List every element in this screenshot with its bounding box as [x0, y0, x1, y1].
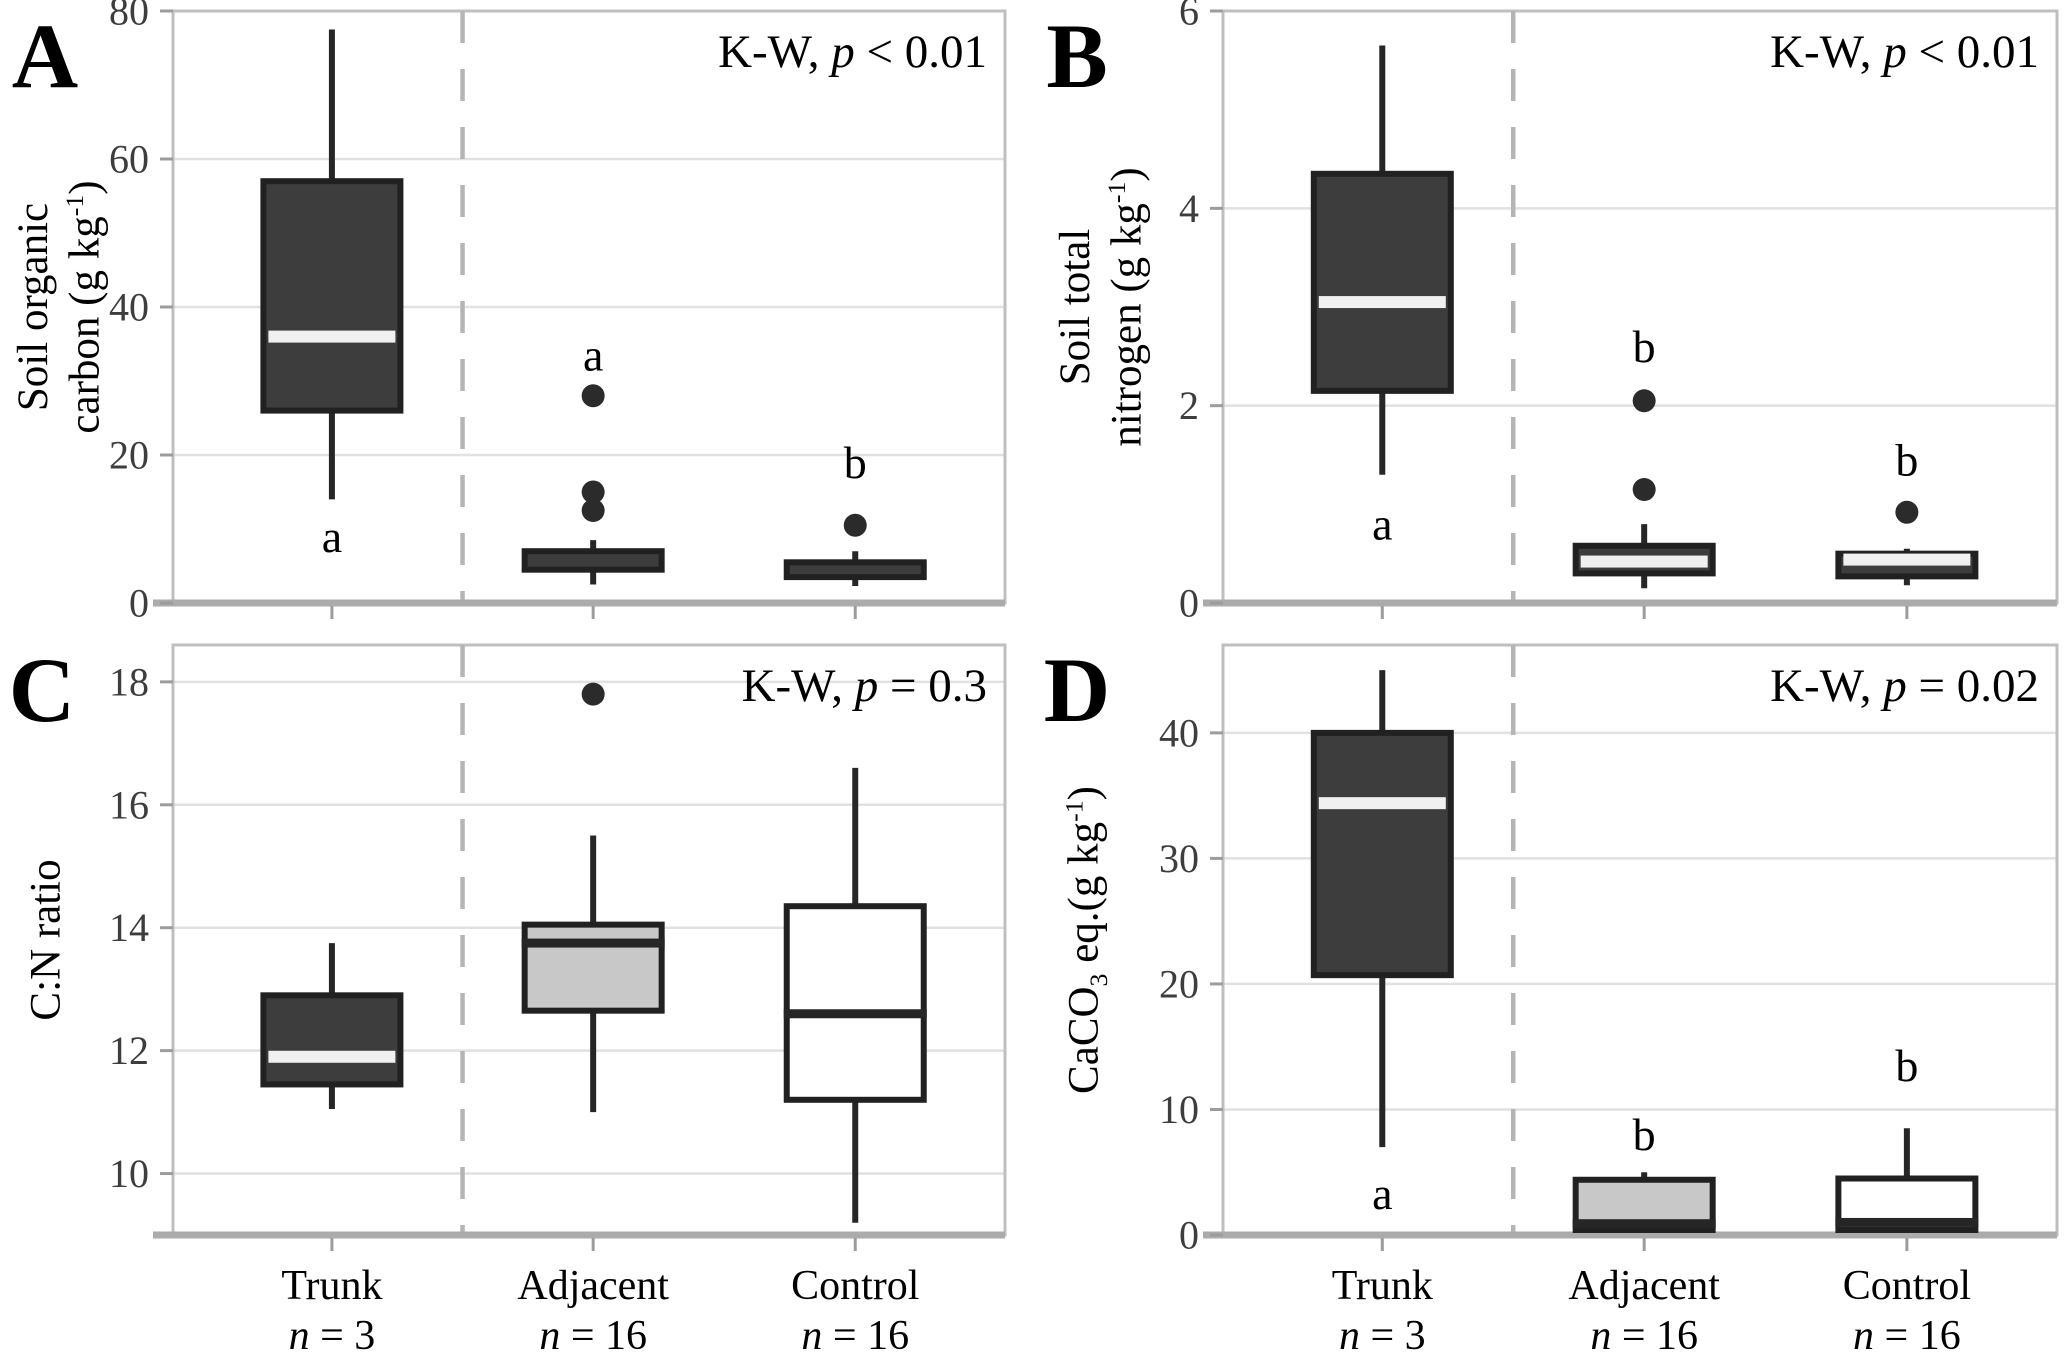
median-line: [1572, 1219, 1716, 1229]
sample-size-label: n = 16: [539, 1313, 647, 1353]
y-tick-label: 40: [1159, 710, 1199, 755]
significance-letter: b: [1895, 434, 1918, 485]
y-tick-label: 12: [109, 1028, 149, 1073]
y-tick-label: 6: [1179, 0, 1199, 34]
median-line: [1580, 555, 1708, 568]
y-tick-label: 20: [1159, 961, 1199, 1006]
sample-size-label: n = 16: [1590, 1313, 1698, 1353]
y-tick-label: 18: [109, 659, 149, 704]
box-control: [783, 903, 927, 1103]
y-axis-title: Soil total nitrogen (g kg-1): [1052, 167, 1151, 447]
significance-letter: b: [1633, 321, 1656, 372]
box-trunk: [260, 992, 404, 1088]
y-tick-label: 0: [1179, 1213, 1199, 1258]
panel-letter-c: C: [8, 639, 76, 741]
y-tick-label: 14: [109, 905, 149, 950]
box-adjacent: [521, 921, 665, 1014]
y-tick-label: 16: [109, 782, 149, 827]
y-tick-label: 40: [109, 285, 149, 330]
y-axis-title: CaCO3 eq.(g kg-1): [1059, 786, 1114, 1094]
y-tick-label: 30: [1159, 836, 1199, 881]
median-line: [1318, 296, 1446, 309]
box-control: [783, 559, 927, 581]
sample-size-label: n = 3: [1338, 1313, 1426, 1353]
y-axis-title: Soil organic carbon (g kg-1): [10, 180, 109, 434]
kw-annotation: K-W, p = 0.02: [1770, 660, 2039, 712]
median-line: [783, 1009, 927, 1019]
y-axis-title: C:N ratio: [22, 859, 70, 1021]
y-tick-label: 10: [109, 1151, 149, 1196]
box-trunk: [1310, 170, 1454, 394]
sample-size-label: n = 16: [1853, 1313, 1961, 1353]
box-adjacent: [521, 548, 665, 573]
significance-letter: a: [1372, 1168, 1392, 1219]
panel-letter-d: D: [1043, 639, 1111, 741]
y-tick-label: 60: [109, 137, 149, 182]
significance-letter: b: [1895, 1040, 1918, 1091]
y-tick-label: 0: [129, 581, 149, 626]
category-label-control: Control: [791, 1263, 920, 1309]
outlier-dot: [581, 499, 605, 522]
kw-annotation: K-W, p = 0.3: [741, 660, 987, 712]
box-trunk: [260, 178, 404, 414]
median-line: [1843, 553, 1971, 566]
median-line: [268, 330, 396, 343]
outlier-dot: [581, 384, 605, 408]
kw-annotation: K-W, p < 0.01: [1770, 26, 2039, 78]
panel-letter-b: B: [1046, 5, 1108, 107]
outlier-dot: [1895, 500, 1919, 524]
y-tick-label: 4: [1179, 186, 1199, 231]
category-label-adjacent: Adjacent: [1568, 1263, 1720, 1309]
y-tick-label: 10: [1159, 1087, 1199, 1132]
category-label-trunk: Trunk: [1331, 1263, 1433, 1309]
median-line: [521, 938, 665, 948]
outlier-dot: [581, 682, 605, 706]
outlier-dot: [843, 513, 867, 537]
y-tick-label: 2: [1179, 383, 1199, 428]
significance-letter: a: [322, 511, 342, 562]
category-label-control: Control: [1842, 1263, 1972, 1309]
outlier-dot: [581, 480, 605, 504]
y-tick-label: 20: [109, 433, 149, 478]
category-label-adjacent: Adjacent: [517, 1263, 669, 1309]
sample-size-label: n = 16: [801, 1313, 910, 1353]
y-tick-label: 0: [1179, 581, 1199, 626]
kw-annotation: K-W, p < 0.01: [718, 26, 987, 78]
box-trunk: [1310, 729, 1454, 979]
category-label-trunk: Trunk: [281, 1263, 383, 1309]
median-line: [1318, 797, 1446, 810]
sample-size-label: n = 3: [288, 1313, 376, 1353]
significance-letter: a: [1372, 499, 1392, 550]
median-line: [268, 1050, 396, 1063]
outlier-dot: [1632, 478, 1656, 502]
y-tick-label: 80: [109, 0, 149, 34]
significance-letter: b: [1633, 1109, 1656, 1160]
panel-letter-a: A: [11, 5, 79, 107]
significance-letter: b: [844, 437, 867, 488]
significance-letter: a: [583, 330, 603, 381]
median-line: [1835, 1217, 1979, 1227]
outlier-dot: [1632, 389, 1656, 413]
